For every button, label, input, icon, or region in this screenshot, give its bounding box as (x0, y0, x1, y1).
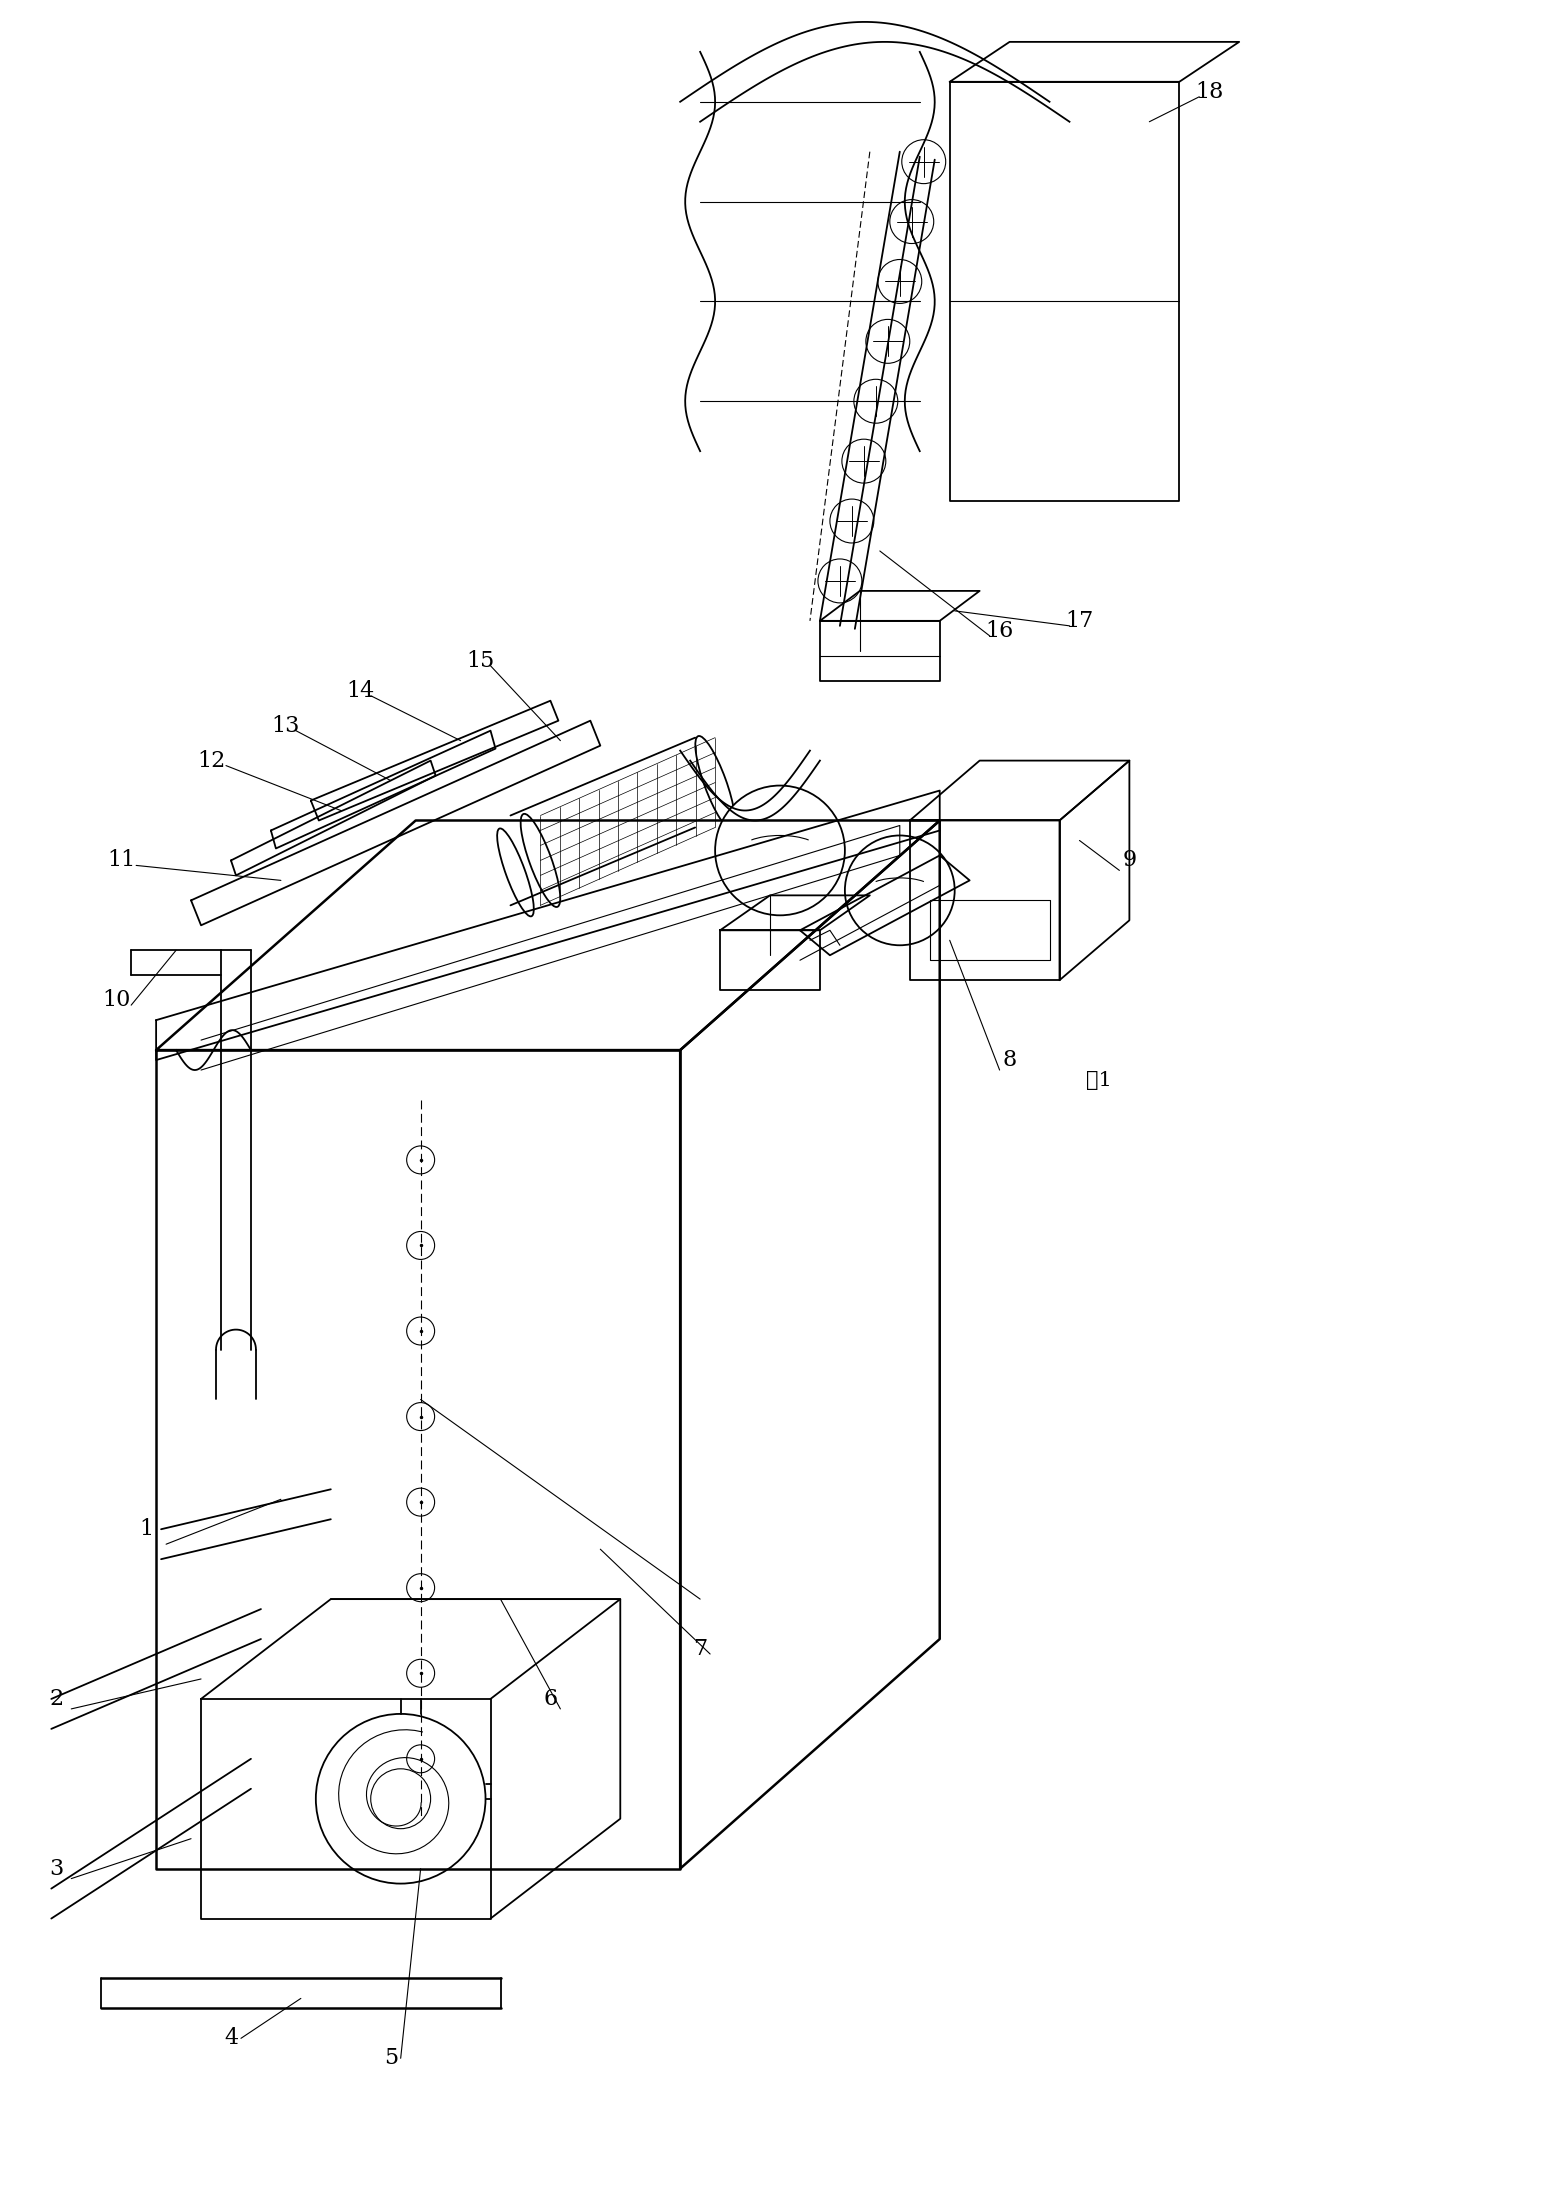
Text: 4: 4 (224, 2028, 238, 2050)
Text: 16: 16 (986, 620, 1014, 642)
Text: 8: 8 (1002, 1050, 1016, 1072)
Text: 图1: 图1 (1086, 1070, 1113, 1090)
Circle shape (716, 787, 846, 916)
Circle shape (846, 835, 955, 945)
Text: 11: 11 (106, 850, 136, 872)
Text: 13: 13 (272, 714, 300, 736)
Text: 2: 2 (48, 1687, 64, 1709)
Text: 5: 5 (383, 2048, 397, 2070)
Text: 6: 6 (544, 1687, 558, 1709)
Text: 7: 7 (692, 1639, 706, 1661)
Text: 14: 14 (347, 679, 375, 701)
Text: 1: 1 (139, 1518, 153, 1540)
Text: 9: 9 (1122, 850, 1136, 872)
Text: 17: 17 (1066, 611, 1094, 633)
Text: 18: 18 (1196, 81, 1224, 103)
Text: 12: 12 (197, 749, 225, 771)
Text: 10: 10 (102, 989, 130, 1011)
Text: 15: 15 (466, 650, 494, 672)
Text: 3: 3 (48, 1859, 64, 1881)
